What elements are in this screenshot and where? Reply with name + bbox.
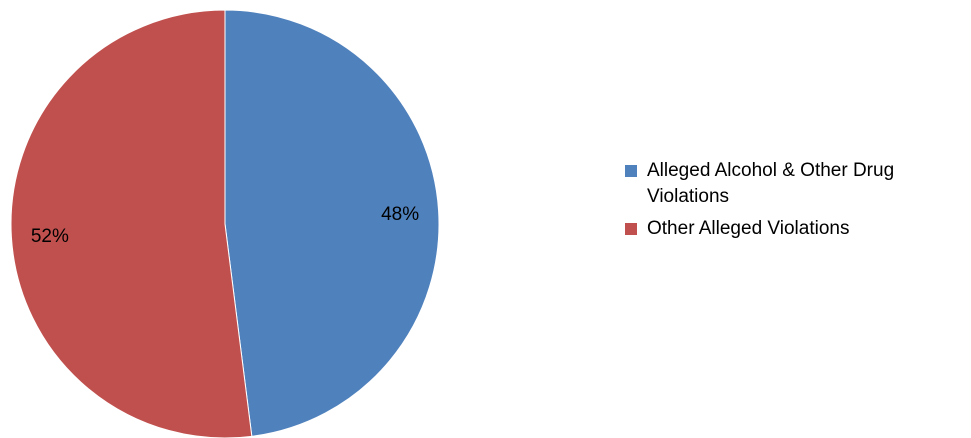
legend: Alleged Alcohol & Other Drug Violations … xyxy=(625,158,965,248)
legend-item-other: Other Alleged Violations xyxy=(625,216,965,242)
pie-slice-other xyxy=(10,9,253,438)
legend-swatch-alcohol-drug xyxy=(625,165,637,177)
legend-label-alcohol-drug: Alleged Alcohol & Other Drug Violations xyxy=(647,160,895,207)
pie-label-alcohol-drug: 48% xyxy=(381,204,419,225)
legend-swatch-other xyxy=(625,223,637,235)
pie-label-other: 52% xyxy=(31,226,69,247)
pie-slice-alcohol-drug xyxy=(224,9,440,437)
legend-label-other: Other Alleged Violations xyxy=(647,218,850,239)
legend-item-alcohol-drug: Alleged Alcohol & Other Drug Violations xyxy=(625,158,965,210)
